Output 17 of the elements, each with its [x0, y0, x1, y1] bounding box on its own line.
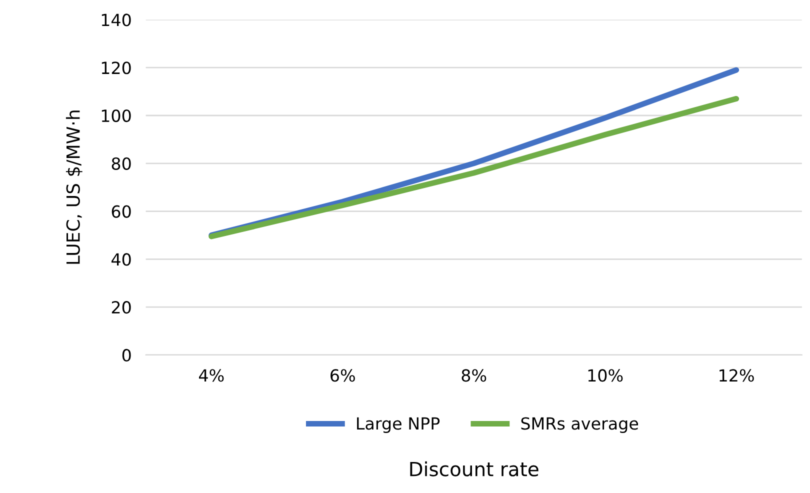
y-tick-label: 60 — [112, 205, 131, 218]
x-tick-label: 8% — [462, 369, 486, 382]
x-tick-label: 12% — [720, 369, 754, 382]
y-tick-label: 20 — [112, 301, 131, 314]
y-tick-label: 140 — [102, 14, 131, 26]
y-tick-label: 40 — [112, 253, 131, 266]
y-tick-label: 120 — [102, 62, 131, 74]
x-tick-label: 4% — [199, 369, 224, 382]
x-tick-label: 6% — [330, 369, 355, 382]
legend-label: SMRs average — [521, 417, 638, 434]
x-axis-title: Discount rate — [410, 461, 538, 476]
y-tick-label: 100 — [102, 109, 131, 122]
y-tick-label: 80 — [112, 157, 131, 170]
x-tick-label: 10% — [588, 369, 623, 382]
y-tick-label: 0 — [122, 348, 131, 362]
y-axis-title: LUEC, US $/MW·h — [66, 110, 82, 264]
legend-label: Large NPP — [357, 417, 440, 434]
